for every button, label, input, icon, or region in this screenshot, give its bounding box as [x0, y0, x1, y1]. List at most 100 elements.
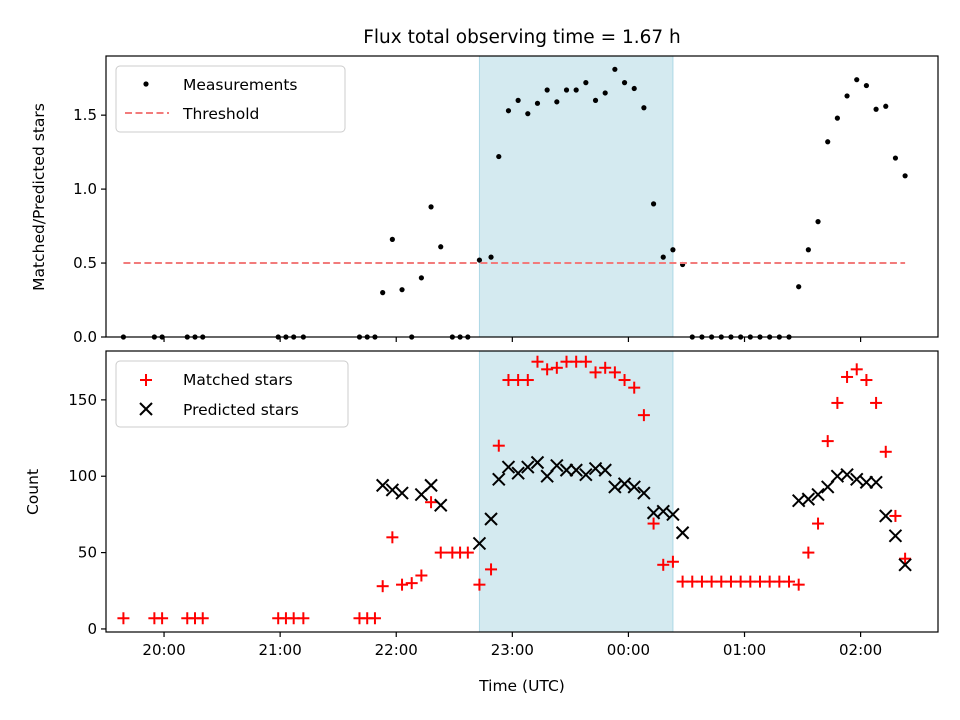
x-tick-label: 20:00	[142, 641, 185, 659]
matched-stars-point	[473, 578, 486, 591]
x-tick-label: 21:00	[259, 641, 302, 659]
matched-stars-point	[812, 517, 825, 530]
matched-stars-point	[831, 396, 844, 409]
measurement-point	[438, 244, 444, 250]
legend-predicted-label: Predicted stars	[183, 401, 299, 419]
top-y-ticks: 0.0 0.5 1.0 1.5	[73, 106, 106, 346]
legend-threshold-label: Threshold	[182, 105, 259, 123]
predicted-stars-point	[569, 463, 583, 477]
measurement-point	[544, 87, 550, 93]
matched-stars-point	[628, 381, 641, 394]
matched-stars-point	[434, 546, 447, 559]
matched-stars-point	[783, 575, 796, 588]
y-tick-label: 50	[78, 544, 97, 562]
predicted-stars-point	[484, 512, 498, 526]
matched-stars-point	[541, 363, 554, 376]
x-tick-label: 01:00	[723, 641, 766, 659]
measurement-point	[515, 97, 521, 103]
observing-window-shade	[478, 350, 674, 633]
measurement-point	[399, 287, 405, 293]
predicted-stars-point	[656, 504, 670, 519]
predicted-stars-point	[511, 466, 525, 480]
bottom-legend-box	[115, 360, 349, 428]
measurement-point	[389, 236, 395, 242]
matched-stars-point	[889, 509, 902, 522]
measurement-point	[892, 155, 899, 161]
legend-measurements-label: Measurements	[183, 76, 298, 94]
bottom-y-ticks: 0 50 100 150	[68, 391, 106, 638]
top-legend-box	[115, 65, 346, 133]
measurement-point	[873, 106, 879, 112]
matched-stars-point	[461, 546, 474, 559]
matched-stars-point	[368, 612, 381, 625]
measurement-point	[380, 290, 386, 296]
matched-stars-point	[425, 496, 438, 509]
predicted-stars-point	[530, 455, 545, 470]
predicted-stars-point	[617, 477, 632, 491]
x-tick-label: 23:00	[491, 641, 534, 659]
matched-stars-point	[589, 366, 602, 379]
predicted-stars-point	[385, 483, 400, 497]
bottom-y-axis-label: Count	[24, 469, 42, 515]
x-tick-label: 22:00	[375, 641, 418, 659]
matched-stars-point	[196, 612, 209, 625]
matched-stars-point	[297, 612, 310, 625]
predicted-stars-point	[811, 487, 825, 502]
measurement-point	[488, 254, 494, 260]
predicted-stars-point	[608, 480, 622, 494]
measurement-point	[602, 90, 608, 96]
top-x-ticks	[163, 337, 862, 342]
predicted-stars-point	[559, 463, 574, 477]
measurement-point	[428, 204, 434, 210]
matched-stars-point	[899, 552, 912, 565]
x-tick-label: 02:00	[839, 641, 882, 659]
predicted-stars-point	[879, 509, 893, 523]
measurement-point	[641, 105, 647, 111]
matched-stars-point	[117, 612, 130, 625]
measurement-point	[834, 115, 840, 121]
measurement-point	[573, 87, 579, 93]
matched-stars-point	[550, 361, 563, 374]
y-tick-label: 1.0	[73, 180, 97, 198]
matched-stars-point	[821, 435, 834, 448]
legend-matched-label: Matched stars	[183, 371, 293, 389]
measurement-point	[583, 80, 589, 86]
measurement-point	[505, 108, 512, 114]
matched-stars-point	[802, 546, 815, 559]
measurement-point	[670, 247, 676, 253]
bottom-axes-frame	[105, 350, 939, 633]
x-tick-label: 00:00	[607, 641, 650, 659]
y-tick-label: 100	[68, 467, 97, 485]
measurement-point	[476, 257, 483, 263]
predicted-stars-point	[898, 558, 912, 572]
predicted-stars-point	[521, 460, 535, 474]
matched-stars-point	[870, 396, 883, 409]
measurement-point	[796, 284, 802, 290]
top-axes-frame	[105, 55, 939, 338]
predicted-stars-point	[821, 480, 835, 494]
measurement-point	[496, 153, 502, 160]
top-panel: 0.0 0.5 1.0 1.5 Matched/Predicted stars Mea…	[30, 55, 939, 346]
matched-stars-point	[647, 517, 660, 530]
matched-stars-point	[531, 355, 544, 368]
measurement-point	[825, 139, 831, 145]
y-tick-label: 1.5	[73, 106, 97, 124]
predicted-stars-point	[675, 526, 690, 540]
predicted-stars-point	[637, 486, 651, 500]
predicted-stars-point	[540, 469, 554, 483]
bottom-legend: Matched stars Predicted stars	[115, 360, 349, 428]
matched-stars-point	[156, 612, 169, 625]
measurement-point	[805, 247, 811, 253]
matched-stars-point	[521, 374, 534, 387]
measurement-point	[612, 66, 618, 72]
matched-stars-point	[405, 577, 418, 590]
measurement-point	[854, 77, 860, 83]
matched-stars-point	[376, 580, 389, 593]
predicted-stars-point	[579, 467, 593, 482]
matched-stars-point	[608, 366, 621, 379]
measurement-point	[815, 219, 821, 225]
predicted-stars-point	[627, 480, 641, 494]
matched-stars-point	[879, 445, 892, 458]
legend-matched-marker	[140, 374, 152, 386]
